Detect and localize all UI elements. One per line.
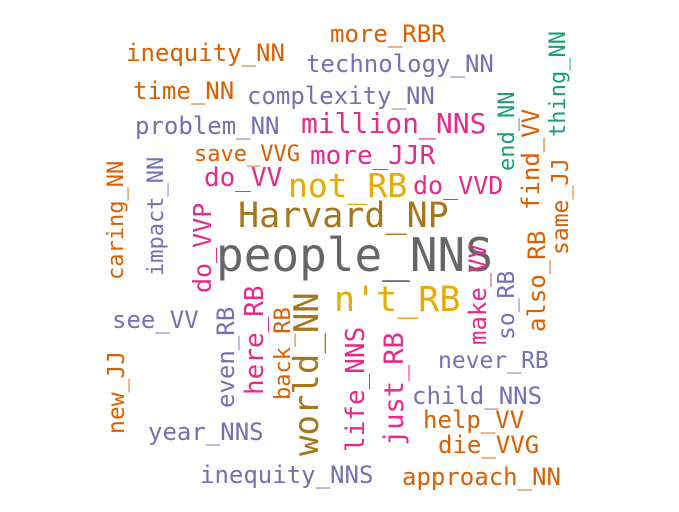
word-just-rb: just_RB: [379, 332, 410, 446]
word-technology-nn: technology_NN: [306, 50, 494, 78]
word-harvard-np: Harvard_NP: [238, 196, 449, 236]
word-back-rb: back_RB: [271, 307, 296, 400]
word-problem-nn: problem_NN: [135, 112, 280, 140]
word-do-vvd: do_VVD: [413, 171, 504, 200]
word-also-rb: also_RB: [523, 230, 551, 332]
word-year-nns: year_NNS: [148, 418, 264, 446]
word-people-nns: people_NNS: [216, 228, 493, 282]
word-end-nn: end_NN: [495, 91, 520, 171]
word-impact-nn: impact_NN: [144, 156, 169, 276]
word-inequity-nns: inequity_NNS: [200, 461, 374, 489]
word-save-vvg: save_VVG: [194, 142, 300, 167]
word-here-rb: here_RB: [240, 285, 270, 395]
word-help-vv: help_VV: [423, 406, 525, 434]
word-n-t-rb: n't_RB: [334, 280, 461, 320]
word-see-vv: see_VV: [112, 306, 199, 334]
word-thing-nn: thing_NN: [546, 31, 571, 137]
word-same-jj: same_JJ: [548, 158, 574, 255]
word-never-rb: never_RB: [438, 348, 549, 374]
word-caring-nn: caring_NN: [104, 160, 129, 280]
word-do-vv: do_VV: [204, 163, 283, 193]
word-so-rb: so_RB: [494, 270, 520, 340]
word-child-nns: child_NNS: [412, 382, 543, 410]
word-find-vv: find_VV: [517, 108, 545, 210]
word-not-rb: not_RB: [288, 166, 408, 205]
word-more-rbr: more_RBR: [330, 20, 446, 48]
word-approach-nn: approach_NN: [402, 463, 561, 491]
word-complexity-nn: complexity_NN: [247, 82, 435, 110]
word-more-jjr: more_JJR: [310, 141, 436, 171]
word-die-vvg: die_VVG: [438, 431, 540, 459]
word-inequity-nn: inequity_NN: [126, 39, 285, 67]
word-million-nns: million_NNS: [301, 107, 487, 140]
word-even-rb: even_RB: [212, 306, 240, 408]
word-do-vvp: do_VVP: [188, 202, 217, 293]
word-make-vv: make_VV: [464, 243, 492, 345]
word-new-jj: new_JJ: [104, 350, 130, 434]
word-life-nns: life_NNS: [341, 326, 371, 452]
word-time-nn: time_NN: [133, 77, 235, 105]
